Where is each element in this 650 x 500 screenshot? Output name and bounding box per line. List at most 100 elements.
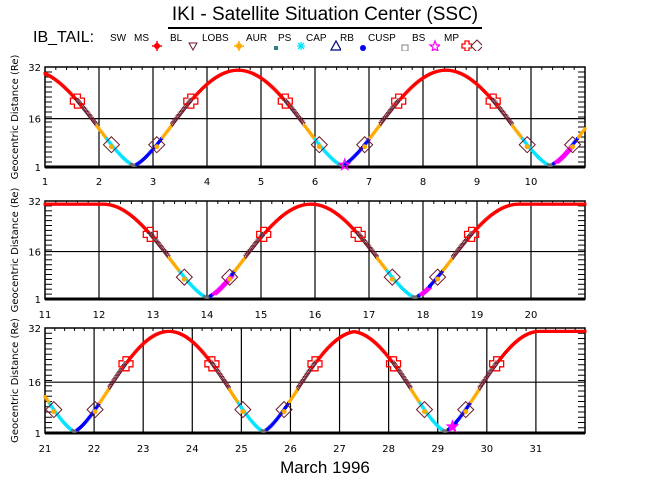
x-tick-label: 19	[471, 310, 484, 321]
panel-3: 1 16 32 Geocentric Distance (Re) 21 22 23 24 25 2…	[10, 318, 587, 455]
mp-cross-marker	[277, 93, 293, 109]
diamond-icon	[470, 39, 482, 51]
x-tick-label: 5	[258, 177, 264, 188]
x-tick-label: 23	[137, 444, 150, 455]
lobs-marker	[240, 409, 246, 415]
lobs-point	[378, 123, 382, 127]
legend-item-bl: BL	[170, 33, 198, 51]
triangle-down-icon	[188, 42, 198, 51]
x-tick-label: 20	[525, 310, 538, 321]
lobs-point	[229, 389, 233, 393]
x-tick-label: 2	[96, 177, 102, 188]
y-axis-label: Geocentric Distance (Re)	[10, 318, 21, 443]
legend-item-ms: MS	[134, 33, 162, 51]
panel-2: 1 16 32 Geocentric Distance (Re) 11 12 13 14 15 1…	[10, 187, 587, 321]
lobs-point	[107, 387, 111, 391]
x-tick-label: 6	[312, 177, 318, 188]
boundary-diamond	[102, 136, 121, 154]
x-tick-label: 22	[88, 444, 101, 455]
lobs-marker	[524, 144, 530, 150]
legend-item-bs: BS	[412, 33, 440, 51]
x-tick-label: 21	[39, 444, 52, 455]
x-tick-label: 16	[309, 310, 322, 321]
x-tick-label: 25	[235, 444, 248, 455]
mp-cross-marker	[204, 356, 220, 372]
mp-cross-marker	[485, 93, 501, 109]
mp-cross-marker	[307, 356, 323, 372]
lobs-point	[450, 257, 454, 261]
lobs-point	[243, 256, 247, 260]
lobs-marker	[92, 409, 98, 415]
y-tick-label: 32	[28, 63, 41, 74]
x-tick-label: 7	[366, 177, 372, 188]
x-tick-label: 31	[530, 444, 543, 455]
mp-cross-marker	[69, 93, 86, 109]
legend-prefix: IB_TAIL:	[33, 29, 95, 46]
legend-item-cusp: CUSP	[368, 33, 409, 51]
mp-cross-marker	[142, 226, 158, 243]
boundary-diamond	[383, 268, 401, 286]
triangle-up-icon	[329, 39, 341, 51]
x-tick-label: 4	[204, 177, 210, 188]
lobs-marker	[316, 144, 322, 150]
x-tick-label: 14	[201, 310, 214, 321]
x-tick-label: 12	[93, 310, 106, 321]
boundary-diamond	[415, 400, 434, 419]
y-tick-label: 32	[28, 197, 41, 208]
legend-item-lobs: LOBS	[202, 33, 244, 51]
lobs-point	[169, 124, 173, 128]
lobs-point	[228, 388, 232, 392]
x-tick-label: 8	[420, 177, 426, 188]
lobs-point	[409, 388, 413, 392]
x-tick-label: 1	[42, 177, 48, 188]
x-tick-label: 24	[186, 444, 199, 455]
dot-icon	[360, 45, 366, 51]
lobs-point	[476, 389, 480, 393]
chart-title-text: IKI - Satellite Situation Center (SSC)	[167, 4, 483, 29]
legend-label: BL	[170, 33, 183, 44]
lobs-point	[475, 391, 479, 395]
x-tick-label: 30	[480, 444, 493, 455]
legend-label: MS	[134, 33, 149, 44]
mp-cross-marker	[391, 93, 407, 109]
panel-1: 1 16 32 Geocentric Distance (Re) 1 2 3 4 5 6 7 8 9 10	[10, 54, 587, 188]
x-tick-label: 29	[431, 444, 444, 455]
lobs-marker	[421, 409, 427, 415]
lobs-marker	[362, 144, 368, 150]
boundary-diamond	[175, 268, 194, 286]
chart-title: IKI - Satellite Situation Center (SSC)	[0, 4, 650, 29]
y-tick-label: 1	[35, 429, 41, 440]
lobs-marker	[227, 276, 233, 282]
legend-item-ps: PS	[278, 33, 305, 50]
lobs-point	[410, 389, 414, 393]
y-tick-label: 16	[28, 115, 41, 126]
y-axis-label: Geocentric Distance (Re)	[10, 54, 21, 179]
lobs-marker	[389, 276, 395, 282]
boundary-diamond	[563, 136, 582, 154]
legend-item-cap: CAP	[306, 33, 341, 51]
boundary-diamond	[275, 400, 293, 419]
ms-point	[583, 202, 587, 206]
x-tick-label: 3	[150, 177, 156, 188]
lobs-point	[105, 390, 109, 394]
legend-label: CUSP	[368, 33, 396, 44]
x-tick-label: 27	[333, 444, 346, 455]
legend-label: SW	[110, 33, 127, 44]
lobs-marker	[108, 144, 114, 150]
boundary-diamond	[86, 400, 104, 419]
x-tick-label: 28	[382, 444, 395, 455]
boundary-diamond	[355, 136, 374, 154]
boundary-diamond	[457, 400, 475, 419]
star-icon	[428, 39, 440, 51]
legend-label: LOBS	[202, 33, 229, 44]
lobs-marker	[154, 144, 160, 150]
legend-label: CAP	[306, 33, 327, 44]
legend-item-aur: AUR	[246, 33, 278, 50]
plot-frame	[44, 327, 586, 434]
legend-item-rb: RB	[340, 33, 366, 51]
mp-cross-marker	[256, 226, 272, 243]
lobs-marker	[570, 144, 576, 150]
bs-star-marker	[445, 419, 460, 433]
lobs-marker	[463, 409, 469, 415]
